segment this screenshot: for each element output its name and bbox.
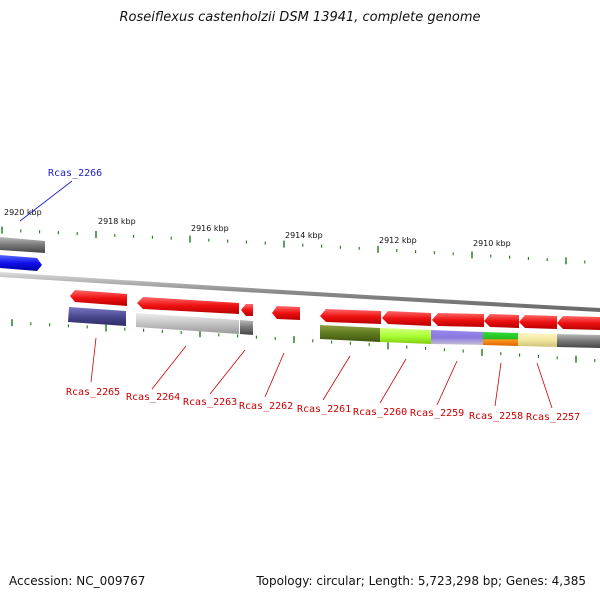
leader-line (264, 352, 285, 398)
kbp-scale: 2920 kbp 2918 kbp 2916 kbp 2914 kbp 2912… (4, 208, 511, 248)
gene-arrows (70, 290, 600, 330)
annotation-bar[interactable] (68, 307, 126, 326)
gene-arrow[interactable] (432, 313, 484, 327)
gene-arrow-rcas-2266[interactable] (0, 255, 42, 271)
leader-line (322, 355, 351, 401)
kbp-label: 2920 kbp (4, 208, 42, 217)
kbp-label: 2912 kbp (379, 236, 417, 245)
accession-label: Accession: NC_009767 (9, 574, 146, 588)
leader-line (536, 362, 553, 409)
leader-line (379, 358, 407, 404)
gene-label-rcas-2265[interactable]: Rcas_2265 (66, 387, 120, 398)
annotation-bar[interactable] (483, 332, 518, 346)
annotation-bar[interactable] (240, 320, 253, 335)
gene-label-rcas-2263[interactable]: Rcas_2263 (183, 397, 237, 408)
gene-arrow[interactable] (70, 290, 127, 306)
gene-label-rcas-2257[interactable]: Rcas_2257 (526, 412, 580, 423)
gene-arrow[interactable] (241, 304, 253, 316)
leader-line (151, 345, 187, 390)
annotation-bar[interactable] (380, 328, 431, 344)
map-title: Roseiflexus castenholzii DSM 13941, comp… (119, 10, 481, 25)
leader-line (90, 337, 97, 383)
annotation-bar[interactable] (431, 330, 483, 345)
annotation-bar[interactable] (518, 333, 557, 347)
gene-arrow[interactable] (484, 314, 519, 328)
gene-label-rcas-2259[interactable]: Rcas_2259 (410, 408, 464, 419)
tick-row-upper (1, 226, 586, 265)
tick-row-lower (11, 319, 596, 363)
topology-summary: Topology: circular; Length: 5,723,298 bp… (256, 574, 586, 588)
annotation-bars (68, 307, 600, 348)
kbp-label: 2910 kbp (473, 239, 511, 248)
gene-arrow[interactable] (557, 316, 600, 330)
annotation-bar[interactable] (320, 325, 380, 342)
annotation-bar[interactable] (557, 334, 600, 348)
gene-labels: Rcas_2266 Rcas_2265 Rcas_2264 Rcas_2263 … (48, 168, 580, 423)
leader-line (209, 349, 246, 395)
gene-label-rcas-2258[interactable]: Rcas_2258 (469, 411, 523, 422)
leader-lines (19, 180, 553, 409)
kbp-label: 2916 kbp (191, 224, 229, 233)
gene-label-rcas-2262[interactable]: Rcas_2262 (239, 401, 293, 412)
leader-line (19, 180, 73, 222)
gene-arrow[interactable] (382, 311, 431, 326)
leader-line (436, 360, 458, 406)
gene-arrow[interactable] (137, 297, 239, 314)
gene-arrow[interactable] (0, 237, 45, 253)
gene-label-rcas-2264[interactable]: Rcas_2264 (126, 392, 180, 403)
kbp-label: 2914 kbp (285, 231, 323, 240)
gene-arrow[interactable] (519, 315, 557, 329)
genome-backbone (0, 272, 600, 312)
annotation-bar[interactable] (136, 313, 239, 334)
gene-label-rcas-2260[interactable]: Rcas_2260 (353, 407, 407, 418)
gene-label-rcas-2261[interactable]: Rcas_2261 (297, 404, 351, 415)
kbp-label: 2918 kbp (98, 217, 136, 226)
gene-arrow[interactable] (272, 306, 300, 320)
gene-arrow[interactable] (320, 309, 381, 324)
gene-label-rcas-2266[interactable]: Rcas_2266 (48, 168, 102, 179)
leader-line (494, 362, 502, 407)
